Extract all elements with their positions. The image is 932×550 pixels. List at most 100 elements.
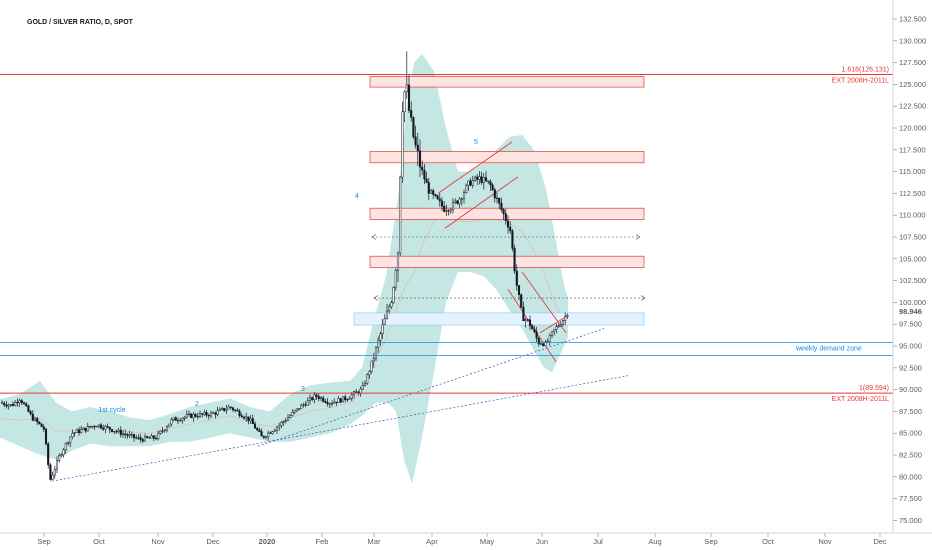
candle-body <box>88 426 92 428</box>
candle-body <box>489 181 492 186</box>
candle-body <box>260 431 263 437</box>
candle-body <box>528 319 532 327</box>
candle-body <box>566 315 569 317</box>
candle-body <box>93 425 96 428</box>
candle-body <box>165 426 169 431</box>
y-tick-label: 102.500 <box>899 276 926 285</box>
candle-body <box>535 331 538 339</box>
candle-body <box>513 247 516 272</box>
candle-body <box>531 325 534 330</box>
price-axis-bg <box>893 0 932 550</box>
candle-body <box>187 413 191 415</box>
supply-zone-box <box>369 255 645 268</box>
wave-label: 1st cycle <box>98 407 125 414</box>
candle-body <box>458 198 461 204</box>
candle-body <box>425 178 428 183</box>
candle-body <box>297 408 301 410</box>
candle-body <box>253 423 257 429</box>
candle-body <box>80 429 83 433</box>
channel-lower <box>444 176 519 229</box>
candle-body <box>366 374 369 384</box>
candle-body <box>29 411 32 415</box>
candle-body <box>555 326 558 330</box>
candle-body <box>522 306 525 322</box>
x-tick-label: Mar <box>368 537 381 546</box>
candle-body <box>451 201 455 210</box>
candle-body <box>306 400 309 406</box>
candle-body <box>557 325 560 328</box>
y-tick-label: 92.500 <box>899 363 922 372</box>
candle-body <box>201 413 204 415</box>
candle-body <box>423 169 426 180</box>
x-tick-label: 2020 <box>259 537 276 546</box>
candle-body <box>44 428 48 445</box>
candle-body <box>533 328 536 332</box>
candle-body <box>319 397 323 399</box>
candle-body <box>449 209 452 212</box>
candle-body <box>258 429 261 432</box>
candle-body <box>42 426 45 430</box>
supply-zone-box <box>369 76 645 88</box>
candle-body <box>91 425 94 428</box>
candle-body <box>220 408 224 410</box>
candle-body <box>154 438 158 440</box>
candle-body <box>262 435 265 438</box>
candle-body <box>117 429 120 432</box>
y-tick-label: 107.500 <box>899 233 926 242</box>
channel-upper <box>437 141 513 194</box>
candle-body <box>192 414 195 418</box>
price-candles <box>0 51 569 481</box>
x-tick-label: Aug <box>648 537 661 546</box>
candle-body <box>234 409 237 411</box>
x-tick-label: Dec <box>873 537 887 546</box>
y-tick-label: 122.500 <box>899 102 926 111</box>
candle-body <box>405 84 408 93</box>
candle-body <box>113 431 116 433</box>
candle-body <box>128 434 131 437</box>
candle-body <box>484 177 488 182</box>
candle-body <box>245 416 248 419</box>
fib-level-sublabel: EXT 2008H-2011L <box>832 396 889 403</box>
candle-body <box>436 195 439 200</box>
candle-body <box>75 429 78 433</box>
candle-body <box>361 385 364 390</box>
candle-body <box>9 404 12 406</box>
candle-body <box>22 402 26 405</box>
candle-body <box>368 371 371 375</box>
candle-body <box>223 408 226 411</box>
candle-body <box>438 198 441 202</box>
candle-body <box>77 429 81 433</box>
candle-body <box>251 418 254 425</box>
candle-body <box>390 302 393 308</box>
y-tick-label: 100.000 <box>899 298 926 307</box>
candle-body <box>249 418 252 421</box>
candle-body <box>401 111 404 178</box>
candle-body <box>546 341 549 343</box>
candle-body <box>183 416 186 419</box>
candle-body <box>379 333 382 341</box>
candle-body <box>322 397 325 402</box>
candle-body <box>346 399 349 401</box>
y-tick-label: 125.000 <box>899 80 926 89</box>
wave-label: 4 <box>355 193 359 200</box>
candle-body <box>33 418 37 421</box>
candle-body <box>86 426 89 432</box>
candle-body <box>328 403 331 405</box>
fib-level-sublabel: EXT 2008H-2011L <box>832 78 889 85</box>
x-tick-label: Oct <box>93 537 106 546</box>
x-tick-label: Sep <box>704 537 717 546</box>
candle-body <box>20 400 23 403</box>
candle-body <box>172 417 175 420</box>
candle-body <box>399 176 402 254</box>
supply-zones <box>353 76 646 326</box>
candle-body <box>97 424 100 427</box>
x-tick-label: Oct <box>762 537 775 546</box>
candle-body <box>115 431 118 433</box>
candle-body <box>302 404 305 406</box>
candle-body <box>31 413 34 421</box>
y-tick-label: 97.500 <box>899 320 922 329</box>
y-tick-label: 77.500 <box>899 494 922 503</box>
candle-body <box>313 394 316 400</box>
y-tick-label: 117.500 <box>899 145 926 154</box>
candle-body <box>269 432 272 434</box>
